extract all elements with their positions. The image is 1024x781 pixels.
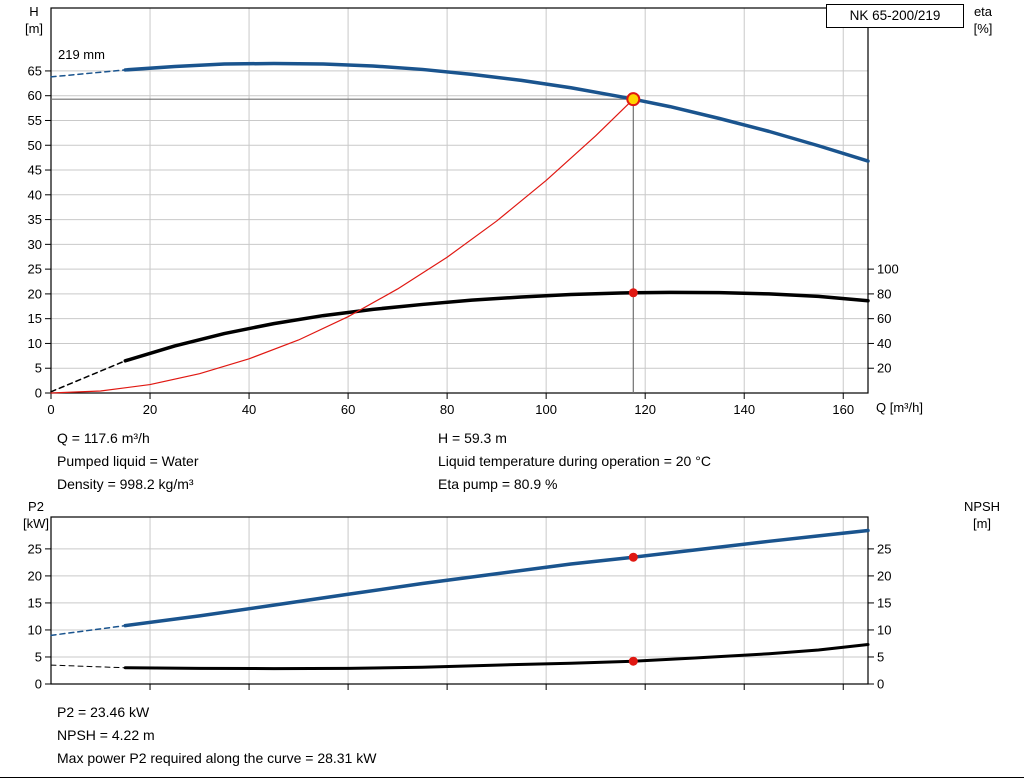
duty-p2-marker bbox=[628, 552, 638, 562]
bottom-divider bbox=[0, 777, 1024, 778]
svg-text:120: 120 bbox=[634, 402, 656, 417]
axis-tick-marks bbox=[45, 548, 874, 690]
npsh-curve bbox=[50, 643, 870, 671]
svg-text:5: 5 bbox=[877, 649, 884, 664]
duty-npsh-marker bbox=[628, 656, 638, 666]
svg-text:60: 60 bbox=[28, 88, 42, 103]
plot-frame bbox=[50, 7, 869, 394]
svg-text:20: 20 bbox=[877, 568, 891, 583]
svg-text:65: 65 bbox=[28, 63, 42, 78]
eta-axis-title: eta [%] bbox=[965, 3, 1001, 37]
svg-text:15: 15 bbox=[28, 311, 42, 326]
p2-axis-title: P2 [kW] bbox=[18, 498, 54, 532]
p2-axis-title-line2: [kW] bbox=[23, 516, 49, 531]
info-pumped-liquid: Pumped liquid = Water bbox=[57, 453, 199, 469]
svg-text:35: 35 bbox=[28, 212, 42, 227]
svg-text:5: 5 bbox=[35, 361, 42, 376]
svg-text:80: 80 bbox=[440, 402, 454, 417]
svg-text:10: 10 bbox=[28, 336, 42, 351]
svg-text:40: 40 bbox=[877, 336, 891, 351]
svg-text:50: 50 bbox=[28, 138, 42, 153]
svg-text:0: 0 bbox=[47, 402, 54, 417]
svg-text:60: 60 bbox=[341, 402, 355, 417]
svg-text:100: 100 bbox=[877, 262, 899, 277]
h-axis-title-line2: [m] bbox=[24, 21, 44, 36]
svg-text:10: 10 bbox=[28, 622, 42, 637]
svg-text:55: 55 bbox=[28, 113, 42, 128]
axis-tick-labels: 0 5 10 15 20 25 30 35 40 45 50 55 60 65 20 40 60 80 100 0 20… bbox=[28, 63, 899, 417]
npsh-axis-title: NPSH [m] bbox=[958, 498, 1006, 532]
gridlines bbox=[51, 517, 868, 684]
svg-text:30: 30 bbox=[28, 237, 42, 252]
qh-chart[interactable]: 0 5 10 15 20 25 30 35 40 45 50 55 60 65 20 40 60 80 100 0 20… bbox=[0, 0, 1024, 420]
power-info-block: P2 = 23.46 kW NPSH = 4.22 m Max power P2… bbox=[57, 701, 376, 770]
efficiency-curve bbox=[50, 290, 870, 393]
gridlines bbox=[51, 8, 868, 393]
q-axis-title: Q [m³/h] bbox=[876, 400, 923, 415]
svg-text:25: 25 bbox=[877, 541, 891, 556]
svg-text:40: 40 bbox=[28, 187, 42, 202]
svg-text:160: 160 bbox=[832, 402, 854, 417]
h-axis-title: H [m] bbox=[19, 3, 49, 37]
svg-text:20: 20 bbox=[28, 286, 42, 301]
svg-text:25: 25 bbox=[28, 541, 42, 556]
svg-text:80: 80 bbox=[877, 286, 891, 301]
svg-text:10: 10 bbox=[877, 622, 891, 637]
duty-info-column-2: H = 59.3 m Liquid temperature during ope… bbox=[438, 427, 711, 496]
svg-text:5: 5 bbox=[35, 649, 42, 664]
svg-text:15: 15 bbox=[28, 595, 42, 610]
svg-text:0: 0 bbox=[35, 677, 42, 692]
duty-point-guide-lines bbox=[51, 98, 634, 393]
info-p2: P2 = 23.46 kW bbox=[57, 704, 150, 720]
svg-text:45: 45 bbox=[28, 163, 42, 178]
svg-text:20: 20 bbox=[877, 361, 891, 376]
axis-tick-labels: 0 5 10 15 20 25 0 5 10 15 20 25 bbox=[28, 541, 892, 691]
svg-text:100: 100 bbox=[535, 402, 557, 417]
eta-axis-title-line1: eta bbox=[973, 4, 993, 19]
info-q: Q = 117.6 m³/h bbox=[57, 430, 150, 446]
eta-axis-title-line2: [%] bbox=[973, 21, 993, 36]
svg-text:140: 140 bbox=[733, 402, 755, 417]
impeller-diameter-annotation: 219 mm bbox=[58, 47, 105, 62]
svg-text:20: 20 bbox=[143, 402, 157, 417]
svg-text:0: 0 bbox=[877, 677, 884, 692]
svg-text:15: 15 bbox=[877, 595, 891, 610]
npsh-axis-title-line1: NPSH bbox=[963, 499, 1001, 514]
info-h: H = 59.3 m bbox=[438, 430, 507, 446]
info-npsh: NPSH = 4.22 m bbox=[57, 727, 155, 743]
svg-text:20: 20 bbox=[28, 568, 42, 583]
system-curve bbox=[50, 98, 634, 394]
p2-curve bbox=[50, 528, 870, 637]
plot-frame bbox=[50, 516, 869, 685]
svg-text:25: 25 bbox=[28, 262, 42, 277]
duty-point-marker[interactable] bbox=[626, 92, 641, 107]
head-curve bbox=[50, 61, 870, 163]
info-eta-pump: Eta pump = 80.9 % bbox=[438, 476, 558, 492]
axis-tick-marks bbox=[45, 70, 874, 399]
p2-axis-title-line1: P2 bbox=[28, 499, 44, 514]
svg-text:0: 0 bbox=[35, 386, 42, 401]
p2-npsh-chart[interactable]: 0 5 10 15 20 25 0 5 10 15 20 25 bbox=[0, 495, 1024, 695]
npsh-axis-title-line2: [m] bbox=[972, 516, 992, 531]
duty-efficiency-marker bbox=[628, 288, 638, 298]
duty-info-column-1: Q = 117.6 m³/h Pumped liquid = Water Den… bbox=[57, 427, 199, 496]
svg-text:60: 60 bbox=[877, 311, 891, 326]
info-max-power: Max power P2 required along the curve = … bbox=[57, 750, 377, 766]
h-axis-title-line1: H bbox=[29, 4, 39, 19]
svg-text:40: 40 bbox=[242, 402, 256, 417]
info-liquid-temperature: Liquid temperature during operation = 20… bbox=[438, 453, 711, 469]
info-density: Density = 998.2 kg/m³ bbox=[57, 476, 194, 492]
pump-model-badge: NK 65-200/219 bbox=[826, 4, 964, 28]
